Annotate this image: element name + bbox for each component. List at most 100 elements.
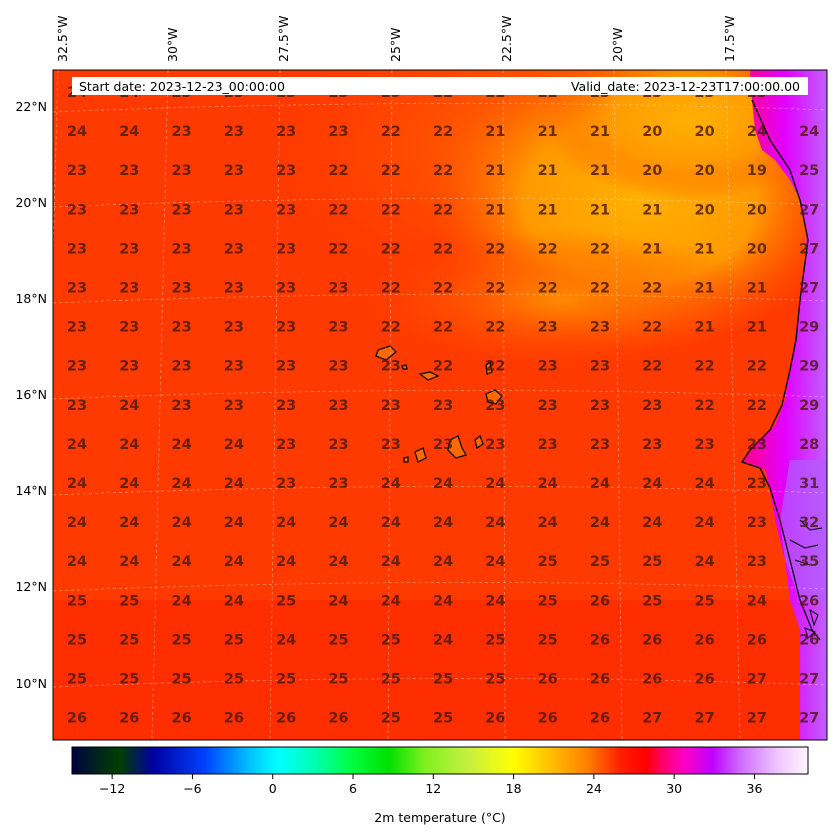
temperature-value: 25 xyxy=(276,593,296,609)
temperature-value: 24 xyxy=(381,515,401,531)
temperature-value: 23 xyxy=(381,398,401,414)
temperature-value: 23 xyxy=(642,398,662,414)
colorbar-tick-label: 24 xyxy=(586,781,602,796)
temperature-value: 23 xyxy=(747,476,767,492)
temperature-value: 23 xyxy=(747,437,767,453)
temperature-value: 20 xyxy=(642,163,662,179)
temperature-value: 23 xyxy=(276,124,296,140)
temperature-value: 24 xyxy=(276,554,296,570)
temperature-value: 26 xyxy=(747,632,767,648)
temperature-value: 22 xyxy=(485,320,505,336)
temperature-value: 26 xyxy=(642,672,662,688)
temperature-value: 21 xyxy=(747,320,767,336)
temperature-value: 22 xyxy=(433,281,453,297)
temperature-value: 23 xyxy=(119,281,139,297)
temperature-value: 25 xyxy=(224,632,244,648)
temperature-value: 23 xyxy=(172,281,192,297)
temperature-value: 23 xyxy=(328,281,348,297)
temperature-value: 23 xyxy=(67,202,87,218)
temperature-value: 26 xyxy=(119,711,139,727)
lat-label: 14°N xyxy=(15,483,47,498)
temperature-value: 27 xyxy=(799,711,819,727)
temperature-value: 22 xyxy=(747,398,767,414)
temperature-value: 23 xyxy=(328,398,348,414)
colorbar-tick-label: 0 xyxy=(269,781,277,796)
temperature-value: 19 xyxy=(747,163,767,179)
temperature-value: 24 xyxy=(747,124,767,140)
temperature-value: 24 xyxy=(695,554,715,570)
temperature-value: 23 xyxy=(538,437,558,453)
temperature-value: 27 xyxy=(799,281,819,297)
temperature-value: 22 xyxy=(485,241,505,257)
temperature-value: 24 xyxy=(381,593,401,609)
colorbar-ticks: −12 −6 0 6 12 18 24 30 36 xyxy=(99,774,763,796)
temperature-value: 24 xyxy=(119,515,139,531)
temperature-value: 23 xyxy=(433,398,453,414)
temperature-value: 22 xyxy=(381,320,401,336)
temperature-value: 24 xyxy=(67,437,87,453)
temperature-value: 24 xyxy=(485,554,505,570)
temperature-value: 26 xyxy=(590,632,610,648)
temperature-value: 23 xyxy=(642,437,662,453)
temperature-value: 23 xyxy=(172,163,192,179)
temperature-value: 24 xyxy=(67,124,87,140)
temperature-value: 22 xyxy=(328,163,348,179)
temperature-value-grid: 24 24 23 23 23 23 23 22 22 22 23 23 23 23 24 24 23 23 23 23… xyxy=(67,85,819,727)
temperature-value: 26 xyxy=(538,711,558,727)
temperature-value: 24 xyxy=(224,593,244,609)
temperature-value: 21 xyxy=(590,202,610,218)
temperature-value: 23 xyxy=(276,202,296,218)
temperature-value: 21 xyxy=(590,163,610,179)
temperature-value: 22 xyxy=(433,241,453,257)
temperature-value: 23 xyxy=(172,202,192,218)
lon-label: 30°W xyxy=(165,27,180,62)
temperature-value: 25 xyxy=(485,672,505,688)
colorbar-tick-label: 36 xyxy=(747,781,763,796)
temperature-value: 22 xyxy=(538,281,558,297)
lat-label: 20°N xyxy=(15,195,47,210)
temperature-value: 25 xyxy=(433,711,453,727)
temperature-value: 22 xyxy=(642,320,662,336)
temperature-value: 22 xyxy=(433,163,453,179)
temperature-value: 24 xyxy=(224,515,244,531)
temperature-value: 25 xyxy=(276,672,296,688)
temperature-value: 24 xyxy=(224,476,244,492)
temperature-value: 24 xyxy=(276,632,296,648)
valid-date-label: Valid_date: 2023-12-23T17:00:00.00 xyxy=(571,79,800,94)
temperature-value: 22 xyxy=(433,320,453,336)
temperature-value: 24 xyxy=(381,476,401,492)
temperature-value: 21 xyxy=(642,202,662,218)
temperature-value: 23 xyxy=(328,476,348,492)
temperature-value: 21 xyxy=(747,281,767,297)
temperature-value: 22 xyxy=(485,359,505,375)
colorbar-tick-label: 12 xyxy=(425,781,441,796)
temperature-value: 23 xyxy=(747,554,767,570)
temperature-value: 25 xyxy=(485,632,505,648)
temperature-value: 23 xyxy=(590,398,610,414)
temperature-value: 26 xyxy=(642,632,662,648)
temperature-value: 21 xyxy=(695,281,715,297)
temperature-value: 26 xyxy=(328,711,348,727)
temperature-value: 26 xyxy=(590,711,610,727)
temperature-value: 24 xyxy=(642,515,662,531)
lon-label: 32.5°W xyxy=(55,16,70,62)
temperature-value: 23 xyxy=(538,359,558,375)
temperature-value: 22 xyxy=(747,359,767,375)
temperature-value: 23 xyxy=(67,320,87,336)
temperature-value: 24 xyxy=(328,515,348,531)
temperature-value: 24 xyxy=(172,437,192,453)
temperature-value: 23 xyxy=(538,320,558,336)
temperature-value: 23 xyxy=(67,281,87,297)
temperature-value: 21 xyxy=(590,124,610,140)
temperature-value: 22 xyxy=(695,359,715,375)
temperature-value: 25 xyxy=(538,632,558,648)
temperature-value: 31 xyxy=(799,476,819,492)
temperature-value: 23 xyxy=(67,241,87,257)
temperature-value: 22 xyxy=(695,398,715,414)
temperature-value: 23 xyxy=(276,476,296,492)
temperature-value: 25 xyxy=(172,632,192,648)
temperature-value: 23 xyxy=(224,320,244,336)
temperature-value: 24 xyxy=(119,124,139,140)
temperature-value: 23 xyxy=(224,281,244,297)
longitude-labels: 32.5°W 30°W 27.5°W 25°W 22.5°W 20°W 17.5… xyxy=(55,16,737,62)
